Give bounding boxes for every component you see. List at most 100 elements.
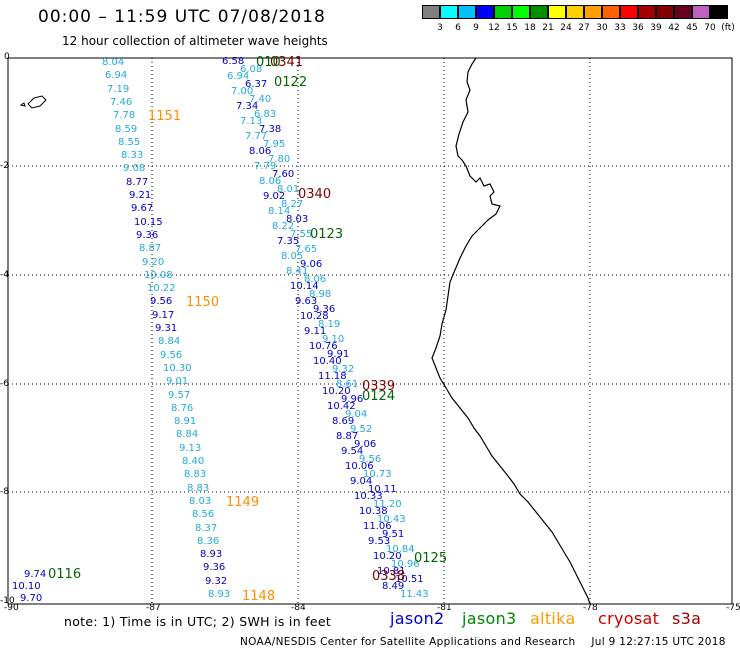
wave-height-value: 8.05 <box>281 251 304 262</box>
wave-height-value: 8.27 <box>281 199 304 210</box>
wave-height-value: 10.22 <box>147 283 176 294</box>
wave-height-value: 7.19 <box>107 84 130 95</box>
lat-label: -2 <box>0 161 9 171</box>
lat-label: -10 <box>0 596 15 606</box>
wave-height-value: 11.43 <box>400 589 429 600</box>
wave-height-value: 8.93 <box>208 589 231 600</box>
page-subtitle: 12 hour collection of altimeter wave hei… <box>62 34 328 48</box>
colorbar-swatch <box>638 5 656 19</box>
colorbar-label: 6 <box>455 23 461 33</box>
wave-height-value: 9.53 <box>368 536 391 547</box>
wave-height-value: 8.59 <box>115 124 138 135</box>
wave-height-value: 8.77 <box>126 177 149 188</box>
wave-height-value: 10.73 <box>363 469 392 480</box>
wave-height-value: 8.14 <box>268 206 291 217</box>
wave-height-value: 9.08 <box>123 163 146 174</box>
wave-height-value: 8.84 <box>158 336 181 347</box>
wave-height-value: 10.08 <box>144 270 173 281</box>
wave-height-value: 7.40 <box>249 94 272 105</box>
wave-height-value: 9.36 <box>136 230 159 241</box>
wave-height-value: 10.38 <box>359 506 388 517</box>
wave-height-value: 9.56 <box>150 296 173 307</box>
coastline <box>431 57 591 605</box>
wave-height-value: 10.10 <box>12 581 41 592</box>
track-label-jason3: 0122 <box>274 75 308 90</box>
colorbar-swatch <box>566 5 584 19</box>
wave-height-value: 7.60 <box>272 169 295 180</box>
graticule <box>8 58 732 604</box>
wave-height-value: 10.06 <box>345 461 374 472</box>
legend-jason3: jason3 <box>462 609 517 628</box>
wave-height-value: 11.20 <box>373 499 402 510</box>
wave-height-value: 8.04 <box>102 57 125 68</box>
wave-height-value: 7.46 <box>110 97 133 108</box>
wave-height-value: 10.30 <box>163 363 192 374</box>
track-label-jason3: 0124 <box>362 389 396 404</box>
wave-height-value: 6.94 <box>227 71 250 82</box>
wave-height-value: 7.78 <box>113 110 136 121</box>
wave-height-value: 10.33 <box>354 491 383 502</box>
wave-height-value: 7.34 <box>236 101 259 112</box>
wave-height-value: 9.17 <box>152 310 175 321</box>
wave-height-value: 10.15 <box>134 217 163 228</box>
wave-height-value: 7.35 <box>277 236 300 247</box>
wave-height-value: 10.14 <box>290 281 319 292</box>
wave-height-value: 11.18 <box>318 371 347 382</box>
wave-height-value: 9.74 <box>24 569 47 580</box>
wave-height-value: 9.11 <box>304 326 327 337</box>
wave-height-value: 11.06 <box>363 521 392 532</box>
wave-height-value: 10.28 <box>300 311 329 322</box>
wave-height-value: 6.58 <box>222 56 245 67</box>
track-label-altika: 1150 <box>186 295 220 310</box>
wave-height-value: 9.02 <box>263 191 286 202</box>
colorbar-label: 3 <box>437 23 443 33</box>
galapagos-island <box>27 95 47 109</box>
credit-text: NOAA/NESDIS Center for Satellite Applica… <box>240 636 576 648</box>
colorbar-label: 33 <box>614 23 626 33</box>
track-label-cryosat: 0339 <box>362 379 396 394</box>
wave-height-value: 8.37 <box>195 523 218 534</box>
wave-height-value: 9.51 <box>382 529 405 540</box>
colorbar-swatch <box>494 5 512 19</box>
colorbar-swatch <box>422 5 440 19</box>
wave-height-value: 8.33 <box>121 150 144 161</box>
wave-height-value: 7.13 <box>240 116 263 127</box>
wave-height-value: 9.21 <box>129 190 152 201</box>
legend-cryosat: cryosat <box>598 609 660 628</box>
wave-height-value: 7.77 <box>245 131 268 142</box>
wave-height-value: 10.96 <box>391 559 420 570</box>
track-label-jason3: 010 <box>256 55 281 70</box>
lon-label: -75 <box>726 603 740 613</box>
galapagos-islet <box>19 102 26 107</box>
wave-height-value: 7.79 <box>254 161 277 172</box>
colorbar-swatch <box>476 5 494 19</box>
wave-height-value: 9.01 <box>166 376 189 387</box>
lon-label: -78 <box>583 603 598 613</box>
colorbar-swatch <box>656 5 674 19</box>
track-label-jason3: 0116 <box>48 567 82 582</box>
track-label-cryosat: 0338 <box>372 569 406 584</box>
wave-height-value: 10.11 <box>368 484 397 495</box>
wave-height-value: 9.36 <box>313 304 336 315</box>
colorbar-swatch <box>530 5 548 19</box>
wave-height-value: 9.04 <box>345 409 368 420</box>
wave-height-value: 6.37 <box>245 79 268 90</box>
wave-height-value: 8.40 <box>182 456 205 467</box>
wave-height-value: 10.81 <box>377 566 406 577</box>
wave-height-value: 9.10 <box>322 334 345 345</box>
wave-height-value: 9.96 <box>341 394 364 405</box>
wave-height-value: 9.06 <box>354 439 377 450</box>
lon-label: -81 <box>437 603 452 613</box>
wave-height-value: 7.38 <box>259 124 282 135</box>
lon-label: -90 <box>4 603 19 613</box>
wave-height-value: 7.55 <box>290 229 313 240</box>
wave-height-value: 7.95 <box>263 139 286 150</box>
wave-height-value: 8.01 <box>277 184 300 195</box>
wave-height-value: 8.83 <box>184 469 207 480</box>
legend-altika: altika <box>530 609 576 628</box>
wave-height-value: 8.22 <box>272 221 295 232</box>
wave-height-value: 8.91 <box>174 416 197 427</box>
track-label-cryosat: 0341 <box>270 55 304 70</box>
colorbar-label: 42 <box>668 23 680 33</box>
